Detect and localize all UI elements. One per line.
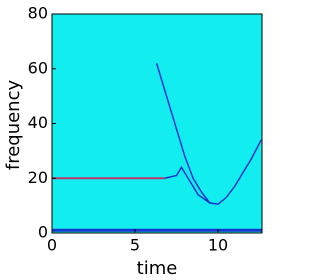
x-axis-label: time bbox=[137, 258, 178, 279]
page: {"chart_data": {"type": "spectrogram", "… bbox=[3, 3, 263, 279]
plot-background bbox=[52, 14, 262, 233]
x-tick-label: 10 bbox=[208, 236, 228, 255]
x-tick-label: 5 bbox=[130, 236, 140, 255]
y-tick-label: 60 bbox=[28, 58, 48, 77]
y-tick-label: 20 bbox=[28, 168, 48, 187]
spectral-ridge bbox=[164, 165, 211, 204]
x-tick-label: 0 bbox=[47, 236, 57, 255]
chart: time frequency 0 5 10 0 20 40 60 80 bbox=[3, 4, 263, 279]
spectral-ridge bbox=[155, 63, 219, 205]
y-tick-label: 0 bbox=[38, 223, 48, 242]
y-tick-label: 80 bbox=[28, 4, 48, 23]
y-axis-label: frequency bbox=[3, 80, 24, 171]
spectral-ridge bbox=[217, 139, 262, 205]
y-tick-label: 40 bbox=[28, 113, 48, 132]
